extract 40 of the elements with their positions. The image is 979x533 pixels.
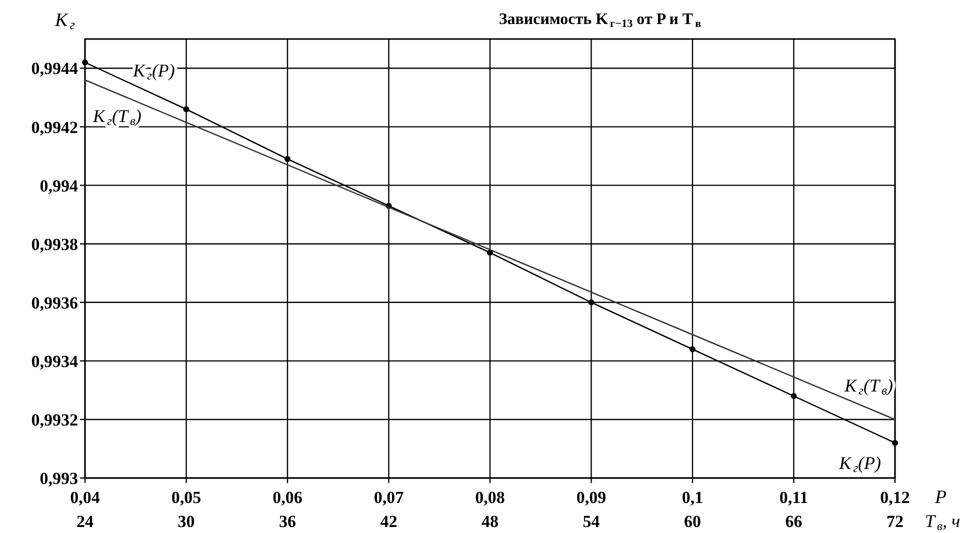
x2-tick-label: 48 bbox=[482, 512, 498, 531]
y-axis-title: K$_{г}$ bbox=[54, 10, 75, 32]
x2-tick-label: 60 bbox=[684, 512, 701, 531]
x2-tick-label: 72 bbox=[886, 512, 904, 531]
x-tick-label: 0,09 bbox=[576, 488, 606, 507]
x-tick-label: 0,08 bbox=[475, 488, 505, 507]
x2-tick-label: 66 bbox=[785, 512, 802, 531]
text: K$_{г}$(T$_{в}$) bbox=[93, 106, 142, 128]
point bbox=[183, 106, 190, 112]
y-tick-label: 0,9932 bbox=[31, 410, 78, 430]
x-tick-label: 0,04 bbox=[70, 488, 100, 507]
series-label: K$_{г}$(T$_{в}$) bbox=[844, 375, 893, 398]
point bbox=[284, 156, 290, 162]
y-tick-label: 0,9936 bbox=[31, 293, 78, 312]
chart-title: Зависимость K$_{г−13}$ от P и T$_{в}$ bbox=[498, 11, 702, 30]
point bbox=[892, 440, 898, 446]
x-tick-label: 0,06 bbox=[272, 488, 302, 507]
x-tick-label: 0,12 bbox=[880, 488, 910, 507]
y-tick-label: 0,9934 bbox=[31, 352, 78, 371]
y-tick-label: 0,9942 bbox=[31, 118, 78, 137]
x-tick-label: 0,07 bbox=[374, 488, 404, 507]
point bbox=[588, 299, 594, 306]
x-axis-title: P bbox=[934, 487, 947, 508]
x2-tick-label: 42 bbox=[380, 512, 398, 531]
point bbox=[82, 59, 88, 66]
x-tick-label: 0,1 bbox=[682, 488, 704, 507]
x2-tick-label: 30 bbox=[178, 512, 195, 531]
x2-tick-label: 54 bbox=[582, 512, 600, 531]
x2-tick-label: 36 bbox=[279, 512, 296, 531]
point bbox=[690, 346, 696, 352]
y-tick-label: 0,994 bbox=[40, 176, 78, 196]
x-tick-label: 0,05 bbox=[171, 488, 202, 507]
y-tick-label: 0,9944 bbox=[31, 59, 78, 78]
y-tick-label: 0,9938 bbox=[31, 234, 78, 254]
x2-tick-label: 24 bbox=[76, 512, 94, 531]
point bbox=[790, 393, 797, 400]
x2-axis-title: T$_{в}$, ч bbox=[925, 511, 960, 533]
y-tick-label: 0,993 bbox=[40, 468, 78, 488]
text: K$_{г}$(P) bbox=[839, 452, 881, 476]
x-tick-label: 0,11 bbox=[779, 488, 808, 507]
